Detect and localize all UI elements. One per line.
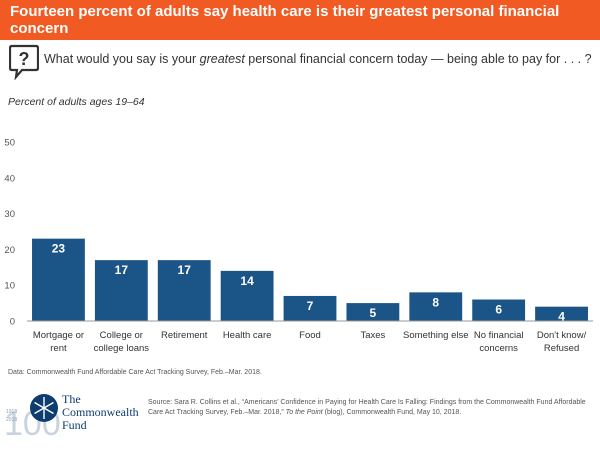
bar-0	[32, 238, 85, 321]
bar-5	[346, 303, 400, 321]
bar-8	[535, 306, 588, 321]
question-emphasis: greatest	[199, 52, 245, 66]
bar-7	[472, 299, 526, 321]
survey-question: What would you say is your greatest pers…	[44, 52, 594, 66]
logo-wordmark: The Commonwealth Fund	[62, 393, 139, 432]
bar-4	[283, 295, 337, 321]
commonwealth-fund-logo: 100 1918 2018	[4, 394, 61, 443]
category-label-1-1: college loans	[94, 343, 150, 354]
question-prefix: What would you say is your	[44, 52, 200, 66]
svg-text:?: ?	[19, 49, 30, 69]
bar-2	[157, 260, 211, 321]
logo-line-2: Commonwealth	[62, 405, 139, 419]
y-tick-label-5: 50	[4, 138, 15, 149]
y-tick-label-3: 30	[4, 209, 15, 220]
bar-value-label-3: 14	[240, 274, 254, 288]
bar-value-label-5: 5	[370, 306, 377, 320]
category-label-8-1: Refused	[544, 343, 579, 354]
snowflake-icon	[34, 397, 54, 419]
logo-year-top: 1918	[6, 409, 17, 415]
chart-subtitle: Percent of adults ages 19–64	[8, 96, 145, 108]
bar-value-label-4: 7	[307, 299, 314, 313]
category-label-7-0: No financial	[474, 330, 524, 341]
source-line-2: Care Act Tracking Survey, Feb.–Mar. 2018…	[148, 408, 586, 418]
source-citation: Source: Sara R. Collins et al., “America…	[148, 398, 586, 417]
source-line-2-after: (blog), Commonwealth Fund, May 10, 2018.	[322, 408, 462, 416]
y-tick-label-2: 20	[4, 245, 15, 256]
category-label-0-1: rent	[50, 343, 67, 354]
category-label-4-0: Food	[299, 330, 321, 341]
y-tick-label-1: 10	[4, 281, 15, 292]
bar-1	[94, 260, 148, 321]
logo-line-1: The	[62, 392, 81, 406]
bar-chart: 0 10 20 30 40 50 23 Mortgage or rent 17 College or…	[4, 138, 593, 354]
category-label-8-0: Don't know/	[537, 330, 587, 341]
category-label-1-0: College or	[100, 330, 143, 341]
category-label-2-0: Retirement	[161, 330, 208, 341]
slide-title-text: Fourteen percent of adults say health ca…	[10, 3, 560, 37]
logo-year-bottom: 2018	[6, 417, 17, 423]
bar-value-label-7: 6	[495, 303, 502, 317]
source-line-2-italic: To the Point	[285, 408, 323, 416]
category-label-7-1: concerns	[479, 343, 518, 354]
slide-title: Fourteen percent of adults say health ca…	[0, 0, 600, 40]
category-label-0-0: Mortgage or	[33, 330, 84, 341]
category-label-6-0: Something else	[403, 330, 468, 341]
bar-3	[220, 270, 274, 321]
bar-value-label-2: 17	[178, 263, 192, 277]
y-tick-label-0: 0	[10, 317, 15, 328]
category-label-3-0: Health care	[223, 330, 272, 341]
logo-line-3: Fund	[62, 418, 87, 432]
bar-6	[409, 292, 463, 321]
bar-value-label-0: 23	[52, 242, 66, 256]
source-line-2-before: Care Act Tracking Survey, Feb.–Mar. 2018…	[148, 408, 286, 416]
question-suffix: personal financial concern today — being…	[244, 52, 592, 66]
data-note: Data: Commonwealth Fund Affordable Care …	[8, 369, 262, 376]
bar-value-label-6: 8	[432, 295, 439, 309]
y-tick-label-4: 40	[4, 173, 15, 184]
bar-value-label-1: 17	[115, 263, 129, 277]
source-line-1: Source: Sara R. Collins et al., “America…	[148, 399, 586, 406]
category-label-5-0: Taxes	[360, 330, 385, 341]
question-speech-bubble-icon: ?	[9, 44, 39, 80]
bar-value-label-8: 4	[558, 310, 565, 324]
